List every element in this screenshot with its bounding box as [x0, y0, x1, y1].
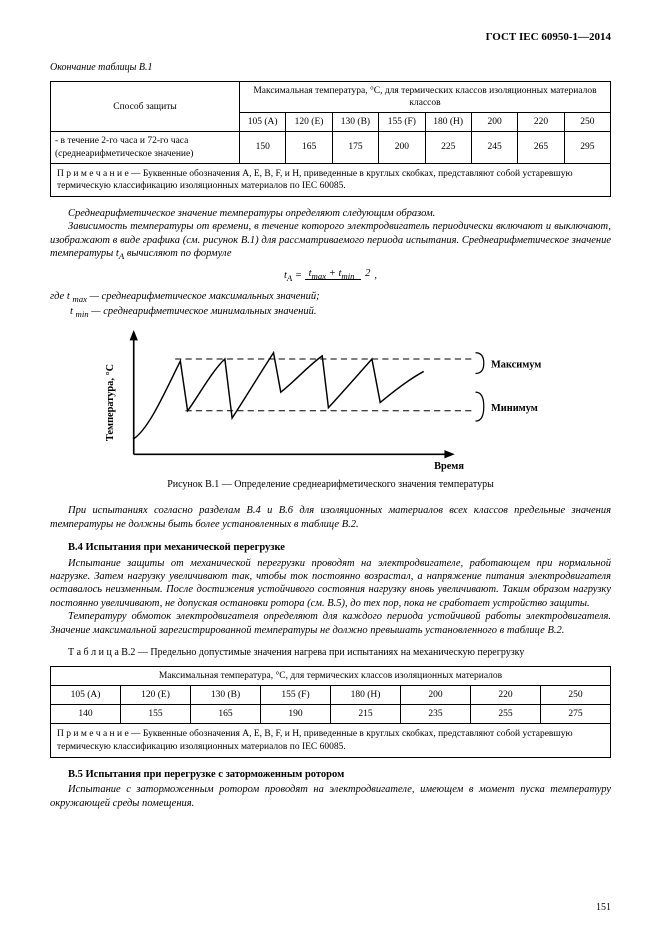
paragraph: Испытание с заторможенным ротором провод… [50, 783, 611, 810]
figure-caption: Рисунок В.1 — Определение среднеарифмети… [50, 479, 611, 492]
t1-class-2: 130 (В) [332, 113, 378, 132]
where-l2-sub: min [76, 309, 89, 319]
t2-c4: 180 (Н) [331, 686, 401, 705]
table-b2: Максимальная температура, °С, для термич… [50, 666, 611, 758]
max-bracket [476, 353, 484, 374]
doc-id: ГОСТ IEC 60950-1—2014 [50, 30, 611, 44]
table-row: П р и м е ч а н и е — Буквенные обозначе… [51, 724, 611, 757]
table-row: Способ защиты Максимальная температура, … [51, 81, 611, 112]
min-label: Минимум [491, 403, 538, 414]
t1-class-6: 220 [518, 113, 564, 132]
t1-note: П р и м е ч а н и е — Буквенные обозначе… [51, 163, 611, 196]
where-block: где t max — среднеарифметическое максима… [50, 290, 611, 321]
formula: tA = tmax + tmin 2 , [50, 269, 611, 284]
where-l1b: — среднеарифметическое максимальных знач… [87, 291, 320, 302]
table-b2-title: Т а б л и ц а В.2 — Предельно допустимые… [50, 647, 611, 660]
den: 2 [361, 268, 374, 279]
t1-class-1: 120 (Е) [286, 113, 332, 132]
t1-row-label: - в течение 2-го часа и 72-го часа (сред… [51, 132, 240, 163]
table-b1: Способ защиты Максимальная температура, … [50, 81, 611, 197]
text-block-1: Среднеарифметическое значение температур… [50, 207, 611, 263]
t2-c2: 130 (В) [191, 686, 261, 705]
t1-v7: 295 [564, 132, 610, 163]
t2-c3: 155 (F) [261, 686, 331, 705]
t1-v6: 265 [518, 132, 564, 163]
table-row: Максимальная температура, °С, для термич… [51, 666, 611, 685]
y-axis-arrow [130, 330, 138, 340]
t2-v1: 155 [121, 705, 191, 724]
t2-v6: 255 [471, 705, 541, 724]
where-l2b: — среднеарифметическое минимальных значе… [89, 306, 317, 317]
paragraph: Среднеарифметическое значение температур… [50, 207, 611, 220]
t2-c5: 200 [401, 686, 471, 705]
max-label: Максимум [491, 360, 541, 371]
paragraph: Температуру обмоток электродвигателя опр… [50, 610, 611, 637]
t2-v7: 275 [541, 705, 611, 724]
where-l1-sub: max [72, 294, 87, 304]
text-block-2: При испытаниях согласно разделам В.4 и В… [50, 504, 611, 531]
t2-v4: 215 [331, 705, 401, 724]
min-bracket [476, 393, 484, 422]
x-axis-arrow [444, 451, 454, 459]
t1-class-5: 200 [471, 113, 517, 132]
page-number: 151 [596, 902, 611, 915]
t1-class-0: 105 (А) [240, 113, 286, 132]
t1-class-4: 180 (Н) [425, 113, 471, 132]
t2-v2: 165 [191, 705, 261, 724]
table-row: 140 155 165 190 215 235 255 275 [51, 705, 611, 724]
section-b4-body: Испытание защиты от механической перегру… [50, 557, 611, 638]
t2-c0: 105 (А) [51, 686, 121, 705]
t1-v0: 150 [240, 132, 286, 163]
where-l1a: где t [50, 291, 72, 302]
t1-v1: 165 [286, 132, 332, 163]
t2-header: Максимальная температура, °С, для термич… [51, 666, 611, 685]
t1-v2: 175 [332, 132, 378, 163]
y-axis-label: Температура, °С [105, 364, 116, 441]
paragraph: Испытание защиты от механической перегру… [50, 557, 611, 611]
section-b5-title: В.5 Испытания при перегрузке с заторможе… [50, 768, 611, 781]
p2-cont: вычисляют по формуле [124, 248, 231, 259]
t2-v3: 190 [261, 705, 331, 724]
t2-c1: 120 (Е) [121, 686, 191, 705]
t1-class-7: 250 [564, 113, 610, 132]
paragraph: При испытаниях согласно разделам В.4 и В… [50, 504, 611, 531]
section-b5-body: Испытание с заторможенным ротором провод… [50, 783, 611, 810]
t2-v5: 235 [401, 705, 471, 724]
paragraph: Зависимость температуры от времени, в те… [50, 220, 611, 262]
table-row: - в течение 2-го часа и 72-го часа (сред… [51, 132, 611, 163]
formula-lhs-sub: A [287, 273, 292, 283]
table-b1-continuation: Окончание таблицы В.1 [50, 62, 611, 75]
t2-c6: 220 [471, 686, 541, 705]
t1-group-header: Максимальная температура, °С, для термич… [240, 81, 611, 112]
t2-note: П р и м е ч а н и е — Буквенные обозначе… [51, 724, 611, 757]
section-b4-title: В.4 Испытания при механической перегрузк… [50, 541, 611, 554]
t1-v5: 245 [471, 132, 517, 163]
table-row: П р и м е ч а н и е — Буквенные обозначе… [51, 163, 611, 196]
t1-v3: 200 [379, 132, 425, 163]
table-row: 105 (А) 120 (Е) 130 (В) 155 (F) 180 (Н) … [51, 686, 611, 705]
t1-col1-header: Способ защиты [51, 81, 240, 131]
num-r-sub: min [341, 271, 354, 281]
t1-class-3: 155 (F) [379, 113, 425, 132]
x-axis-label: Время [434, 461, 464, 472]
figure-b1: Максимум Минимум Время Температура, °С [50, 330, 611, 475]
t1-v4: 225 [425, 132, 471, 163]
temperature-curve [134, 353, 424, 439]
num-l-sub: max [312, 271, 327, 281]
t2-v0: 140 [51, 705, 121, 724]
t2-c7: 250 [541, 686, 611, 705]
